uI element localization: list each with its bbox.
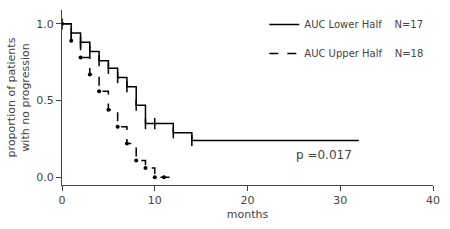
svg-text:40: 40 xyxy=(426,194,440,207)
svg-text:p =0.017: p =0.017 xyxy=(296,148,352,162)
svg-text:30: 30 xyxy=(333,194,347,207)
svg-text:months: months xyxy=(227,208,269,221)
svg-text:0.5: 0.5 xyxy=(36,94,54,107)
svg-text:0.0: 0.0 xyxy=(36,171,54,184)
svg-text:AUC Lower Half N=17: AUC Lower Half N=17 xyxy=(304,19,423,30)
svg-text:AUC Upper Half N=18: AUC Upper Half N=18 xyxy=(304,48,423,59)
svg-text:0: 0 xyxy=(59,194,66,207)
svg-text:20: 20 xyxy=(241,194,255,207)
svg-text:1.0: 1.0 xyxy=(36,18,54,31)
svg-text:proportion of patientswith no: proportion of patientswith no progressio… xyxy=(5,37,32,157)
svg-text:10: 10 xyxy=(148,194,162,207)
